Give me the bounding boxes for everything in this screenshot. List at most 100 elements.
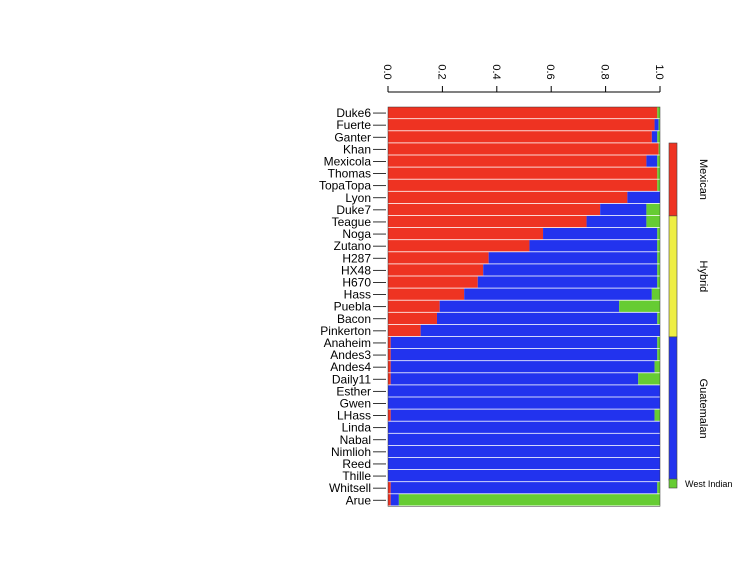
bar-segment-mexican <box>388 324 421 337</box>
bar-segment-guatemalan <box>388 397 660 409</box>
category-label: Nabal <box>340 433 371 447</box>
bar-segment-guatemalan <box>420 324 660 337</box>
bar-segment-mexican <box>388 409 391 421</box>
bar-segment-west-indian <box>657 276 660 288</box>
category-label: Teague <box>332 215 372 229</box>
legend-label: West Indian <box>685 479 732 489</box>
bar-segment-mexican <box>388 276 478 288</box>
category-label: HX48 <box>341 263 371 277</box>
category-label: Gwen <box>340 396 371 410</box>
bar-segment-west-indian <box>657 312 660 324</box>
category-label: Puebla <box>334 300 372 314</box>
category-label: Andes4 <box>330 360 371 374</box>
bar-segment-mexican <box>388 155 647 167</box>
bar-segment-guatemalan <box>388 470 660 482</box>
category-label: Daily11 <box>332 372 371 386</box>
bar-segment-west-indian <box>657 228 660 240</box>
category-label: Pinkerton <box>320 324 371 338</box>
x-axis: 0.0 0.2 0.4 0.6 0.8 1.0 <box>381 64 665 93</box>
bar-segment-mexican <box>388 288 465 300</box>
bar-segment-guatemalan <box>390 361 655 373</box>
x-tick-label: 0.8 <box>599 64 611 79</box>
bar-segment-west-indian <box>657 349 660 361</box>
bar-segment-guatemalan <box>654 119 659 131</box>
legend: West Indian <box>668 478 732 489</box>
bar-segment-west-indian <box>657 107 660 119</box>
legend-swatch <box>668 478 678 489</box>
bar-segment-west-indian <box>398 494 660 506</box>
bar-segment-guatemalan <box>439 300 620 312</box>
bar-segment-west-indian <box>657 155 660 167</box>
category-label: Linda <box>342 421 372 435</box>
category-label: Hass <box>344 288 371 302</box>
category-label: Bacon <box>337 312 371 326</box>
category-label: Fuerte <box>336 118 371 132</box>
bar-segment-mexican <box>388 191 628 203</box>
bar-segment-guatemalan <box>586 215 647 228</box>
bar-segment-west-indian <box>654 361 660 373</box>
bar-segment-west-indian <box>657 252 660 264</box>
x-tick-label: 0.0 <box>381 64 393 79</box>
bar-segment-guatemalan <box>390 373 639 385</box>
category-label: Whitsell <box>329 481 371 495</box>
bar-segment-guatemalan <box>436 312 658 324</box>
bar-segment-guatemalan <box>388 445 660 458</box>
bar-segment-mexican <box>388 349 391 361</box>
bar-segment-west-indian <box>654 409 660 421</box>
bar-segment-guatemalan <box>390 482 658 494</box>
bar-segment-mexican <box>388 300 440 312</box>
plot-frame <box>387 106 661 507</box>
bars <box>387 106 661 507</box>
category-label: TopaTopa <box>319 179 371 193</box>
group-label-guatemalan: Guatemalan <box>697 379 709 439</box>
x-tick-label: 0.4 <box>490 64 502 79</box>
bar-segment-mexican <box>388 179 658 191</box>
bar-segment-guatemalan <box>483 264 658 276</box>
bar-segment-mexican <box>388 264 484 276</box>
x-tick-label: 1.0 <box>653 64 665 79</box>
category-label: Reed <box>342 457 371 471</box>
bar-segment-mexican <box>388 240 530 252</box>
category-label: Thomas <box>328 167 371 181</box>
bar-segment-west-indian <box>619 300 660 312</box>
category-label: Esther <box>336 384 371 398</box>
bar-segment-guatemalan <box>390 336 658 349</box>
bar-segment-mexican <box>388 167 658 179</box>
bar-segment-guatemalan <box>646 155 658 167</box>
category-label: Zutano <box>334 239 372 253</box>
bar-segment-guatemalan <box>390 409 655 421</box>
bar-segment-guatemalan <box>390 494 399 506</box>
bar-segment-mexican <box>388 494 391 506</box>
category-label: Duke7 <box>336 203 371 217</box>
bar-segment-mexican <box>388 482 391 494</box>
category-label: Nimlioh <box>331 445 371 459</box>
category-label: Arue <box>346 493 372 507</box>
bar-segment-guatemalan <box>651 131 658 143</box>
bar-segment-mexican <box>388 203 601 216</box>
bar-segment-west-indian <box>646 203 660 216</box>
bar-segment-mexican <box>388 336 391 349</box>
bar-segment-guatemalan <box>390 349 658 361</box>
bar-segment-guatemalan <box>388 457 660 470</box>
bar-segment-guatemalan <box>388 385 660 397</box>
category-label: Duke6 <box>336 106 371 120</box>
bar-segment-guatemalan <box>388 421 660 433</box>
x-tick-label: 0.6 <box>544 64 556 79</box>
bar-segment-guatemalan <box>543 228 658 240</box>
bar-segment-mexican <box>388 107 658 119</box>
category-label: Andes3 <box>330 348 371 362</box>
bar-segment-guatemalan <box>388 433 660 445</box>
bar-segment-mexican <box>388 252 489 264</box>
category-label: LHass <box>337 409 371 423</box>
group-label-mexican: Mexican <box>697 159 709 200</box>
group-label-hybrid: Hybrid <box>697 261 709 293</box>
bar-segment-west-indian <box>657 131 660 143</box>
bar-segment-west-indian <box>657 179 660 191</box>
bar-segment-mexican <box>388 228 544 240</box>
bar-segment-guatemalan <box>627 191 660 203</box>
bar-segment-mexican <box>388 143 659 155</box>
x-tick-label: 0.2 <box>435 64 447 79</box>
bar-segment-west-indian <box>657 240 660 252</box>
category-label: Ganter <box>334 130 371 144</box>
